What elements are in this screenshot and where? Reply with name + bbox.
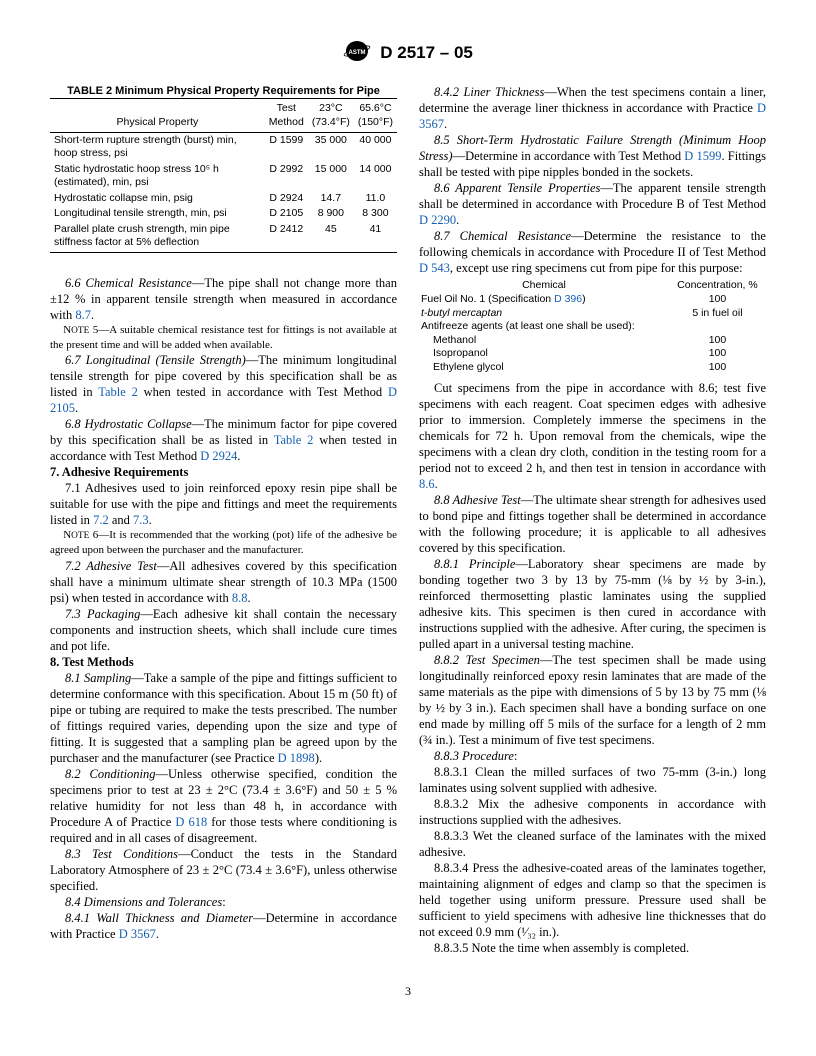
page-header: ASTM D 2517 – 05 xyxy=(50,40,766,66)
link-d618[interactable]: D 618 xyxy=(175,815,207,829)
chem-header: Chemical xyxy=(419,278,669,293)
table-row: Fuel Oil No. 1 (Specification D 396)100 xyxy=(419,293,766,306)
para-8-8: 8.8 Adhesive Test—The ultimate shear str… xyxy=(419,492,766,556)
link-d2290[interactable]: D 2290 xyxy=(419,213,456,227)
table-row: Static hydrostatic hoop stress 10⁵ h (es… xyxy=(50,162,397,191)
chem-header: Concentration, % xyxy=(669,278,766,293)
para-cut-specimens: Cut specimens from the pipe in accordanc… xyxy=(419,380,766,492)
para-8-6: 8.6 Apparent Tensile Properties—The appa… xyxy=(419,180,766,228)
link-table-2a[interactable]: Table 2 xyxy=(98,385,138,399)
link-d3567a[interactable]: D 3567 xyxy=(119,927,156,941)
para-8-3: 8.3 Test Conditions—Conduct the tests in… xyxy=(50,846,397,894)
para-8-8-3-4: 8.8.3.4 Press the adhesive-coated areas … xyxy=(419,860,766,940)
para-8-8-3: 8.8.3 Procedure: xyxy=(419,748,766,764)
table-2-header: TestMethod xyxy=(265,99,308,133)
table-2-block: TABLE 2 Minimum Physical Property Requir… xyxy=(50,84,397,253)
table-row: Parallel plate crush strength, min pipe … xyxy=(50,222,397,253)
note-5: NOTE 5—A suitable chemical resistance te… xyxy=(50,323,397,352)
para-8-4-2: 8.4.2 Liner Thickness—When the test spec… xyxy=(419,84,766,132)
para-8-2: 8.2 Conditioning—Unless otherwise specif… xyxy=(50,766,397,846)
link-8-6[interactable]: 8.6 xyxy=(419,477,435,491)
para-8-8-3-1: 8.8.3.1 Clean the milled surfaces of two… xyxy=(419,764,766,796)
para-8-4: 8.4 Dimensions and Tolerances: xyxy=(50,894,397,910)
para-8-1: 8.1 Sampling—Take a sample of the pipe a… xyxy=(50,670,397,766)
para-8-8-3-2: 8.8.3.2 Mix the adhesive components in a… xyxy=(419,796,766,828)
link-d543[interactable]: D 543 xyxy=(419,261,450,275)
para-8-8-1: 8.8.1 Principle—Laboratory shear specime… xyxy=(419,556,766,652)
table-2-header: 65.6°C(150°F) xyxy=(354,99,397,133)
link-8-7[interactable]: 8.7 xyxy=(75,308,91,322)
para-8-8-3-3: 8.8.3.3 Wet the cleaned surface of the l… xyxy=(419,828,766,860)
para-6-8: 6.8 Hydrostatic Collapse—The minimum fac… xyxy=(50,416,397,464)
svg-text:ASTM: ASTM xyxy=(349,50,366,56)
body-columns: TABLE 2 Minimum Physical Property Requir… xyxy=(50,84,766,956)
link-d1898[interactable]: D 1898 xyxy=(278,751,315,765)
astm-logo: ASTM xyxy=(343,40,371,66)
link-7-2[interactable]: 7.2 xyxy=(93,513,109,527)
page-number: 3 xyxy=(50,984,766,999)
link-8-8[interactable]: 8.8 xyxy=(232,591,248,605)
table-2-title: TABLE 2 Minimum Physical Property Requir… xyxy=(50,84,397,98)
para-8-8-3-5: 8.8.3.5 Note the time when assembly is c… xyxy=(419,940,766,956)
para-6-7: 6.7 Longitudinal (Tensile Strength)—The … xyxy=(50,352,397,416)
para-7-1: 7.1 Adhesives used to join reinforced ep… xyxy=(50,480,397,528)
table-row: Isopropanol100 xyxy=(419,347,766,360)
link-d1599[interactable]: D 1599 xyxy=(684,149,721,163)
note-6: NOTE 6—It is recommended that the workin… xyxy=(50,528,397,557)
link-d2924[interactable]: D 2924 xyxy=(200,449,237,463)
table-row: Methanol100 xyxy=(419,334,766,347)
table-2-header: 23°C(73.4°F) xyxy=(308,99,354,133)
table-row: Antifreeze agents (at least one shall be… xyxy=(419,320,766,333)
link-d396[interactable]: D 396 xyxy=(554,293,582,305)
link-table-2b[interactable]: Table 2 xyxy=(274,433,314,447)
section-7-head: 7. Adhesive Requirements xyxy=(50,464,397,480)
para-8-5: 8.5 Short-Term Hydrostatic Failure Stren… xyxy=(419,132,766,180)
para-6-6: 6.6 Chemical Resistance—The pipe shall n… xyxy=(50,275,397,323)
table-row: Longitudinal tensile strength, min, psiD… xyxy=(50,206,397,221)
chemical-table: ChemicalConcentration, % Fuel Oil No. 1 … xyxy=(419,278,766,374)
para-8-8-2: 8.8.2 Test Specimen—The test specimen sh… xyxy=(419,652,766,748)
para-7-2: 7.2 Adhesive Test—All adhesives covered … xyxy=(50,558,397,606)
para-7-3: 7.3 Packaging—Each adhesive kit shall co… xyxy=(50,606,397,654)
para-8-4-1: 8.4.1 Wall Thickness and Diameter—Determ… xyxy=(50,910,397,942)
table-row: t-butyl mercaptan5 in fuel oil xyxy=(419,307,766,320)
table-row: Short-term rupture strength (burst) min,… xyxy=(50,132,397,161)
table-row: Hydrostatic collapse min, psigD 292414.7… xyxy=(50,191,397,206)
section-8-head: 8. Test Methods xyxy=(50,654,397,670)
link-7-3[interactable]: 7.3 xyxy=(133,513,149,527)
table-2-header: Physical Property xyxy=(50,99,265,133)
table-row: Ethylene glycol100 xyxy=(419,361,766,374)
para-8-7: 8.7 Chemical Resistance—Determine the re… xyxy=(419,228,766,276)
table-2: Physical PropertyTestMethod23°C(73.4°F)6… xyxy=(50,98,397,253)
document-designation: D 2517 – 05 xyxy=(380,43,473,62)
